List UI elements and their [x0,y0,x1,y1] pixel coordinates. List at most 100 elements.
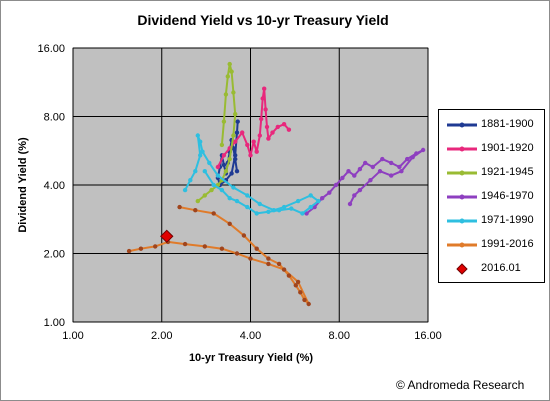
data-point [227,196,232,201]
legend-item: 1971-1990 [439,211,544,231]
data-point [251,139,256,144]
data-point [397,164,402,170]
data-point [281,204,287,210]
legend: 1881-1900 1901-1920 1921-1945 1946-1970 … [438,109,545,283]
data-point [271,208,276,213]
data-point [234,130,240,135]
tick-labels: 1.00 2.00 4.00 8.00 16.00 1.00 2.00 4.00 8.00 16.… [37,43,441,342]
data-point [245,204,250,210]
data-point [229,69,234,74]
legend-item: 1946-1970 [439,187,544,207]
legend-swatch [456,263,468,275]
data-point [215,173,221,178]
legend-swatch [447,146,477,152]
data-point [219,187,225,193]
data-point [195,133,200,138]
data-point [276,208,282,213]
data-point [254,149,259,154]
data-point [410,155,415,160]
data-point [300,211,305,216]
data-point [227,156,232,162]
series-1971-1990 [182,133,321,216]
data-point [160,229,174,244]
data-point [308,193,313,198]
data-point [223,169,229,174]
data-point [260,96,265,101]
data-point [153,244,158,249]
series-line [197,63,237,202]
data-point [219,246,225,251]
legend-marker [456,263,468,275]
y-tick-label: 16.00 [37,43,65,55]
y-tick-label: 1.00 [44,317,65,329]
data-point [281,122,287,127]
data-point [215,164,221,170]
data-point [245,193,250,198]
legend-swatch [447,170,477,176]
data-point [370,164,375,170]
data-point [320,196,325,201]
data-point [266,261,271,267]
legend-item: 1881-1900 [439,115,544,135]
data-point [248,153,253,158]
data-point [198,139,203,144]
data-point [211,211,216,216]
data-point [227,61,232,67]
y-tick-label: 4.00 [44,180,65,192]
series-1946-1970 [304,147,426,216]
data-point [254,211,259,216]
legend-label: 1991-2016 [481,238,534,250]
legend-label: 2016.01 [481,262,521,274]
y-tick-label: 8.00 [44,112,65,124]
legend-marker [459,146,465,152]
data-point [306,301,311,307]
data-point [234,198,240,204]
data-point [126,248,132,254]
legend-swatch [447,122,477,128]
legend-label: 1901-1920 [481,142,534,154]
data-point [257,201,262,207]
x-axis-label: 10-yr Treasury Yield (%) [189,352,313,364]
data-point [257,133,262,138]
x-tick-label: 2.00 [151,330,172,342]
legend-marker [459,242,465,248]
x-tick-label: 4.00 [240,330,261,342]
legend-label: 1881-1900 [481,118,534,130]
data-point [227,221,232,226]
series-1991-2016 [126,204,311,307]
data-point [289,206,294,211]
data-point [193,208,198,213]
data-point [207,160,212,166]
data-point [270,130,275,135]
data-point [357,187,363,193]
data-point [234,169,240,174]
data-point [188,178,193,183]
data-point [231,90,236,95]
data-point [340,175,345,181]
grid-lines [72,47,429,323]
data-point [286,273,292,278]
data-point [231,133,236,138]
x-tick-label: 1.00 [62,330,83,342]
legend-marker [459,218,465,224]
data-point [240,130,245,135]
data-point [275,124,280,130]
data-point [138,246,144,251]
data-point [262,86,267,91]
data-point [195,198,200,204]
data-point [298,290,303,295]
legend-marker [459,122,465,128]
data-point [233,156,238,162]
y-axis-label: Dividend Yield (%) [17,137,29,233]
data-point [202,169,207,174]
data-point [266,209,271,214]
data-point [235,119,240,124]
data-point [221,153,227,158]
data-point [177,204,182,210]
data-point [200,149,205,154]
credit-text: © Andromeda Research [396,378,525,392]
data-point [234,251,240,256]
data-point [182,187,188,193]
data-point [316,198,321,204]
